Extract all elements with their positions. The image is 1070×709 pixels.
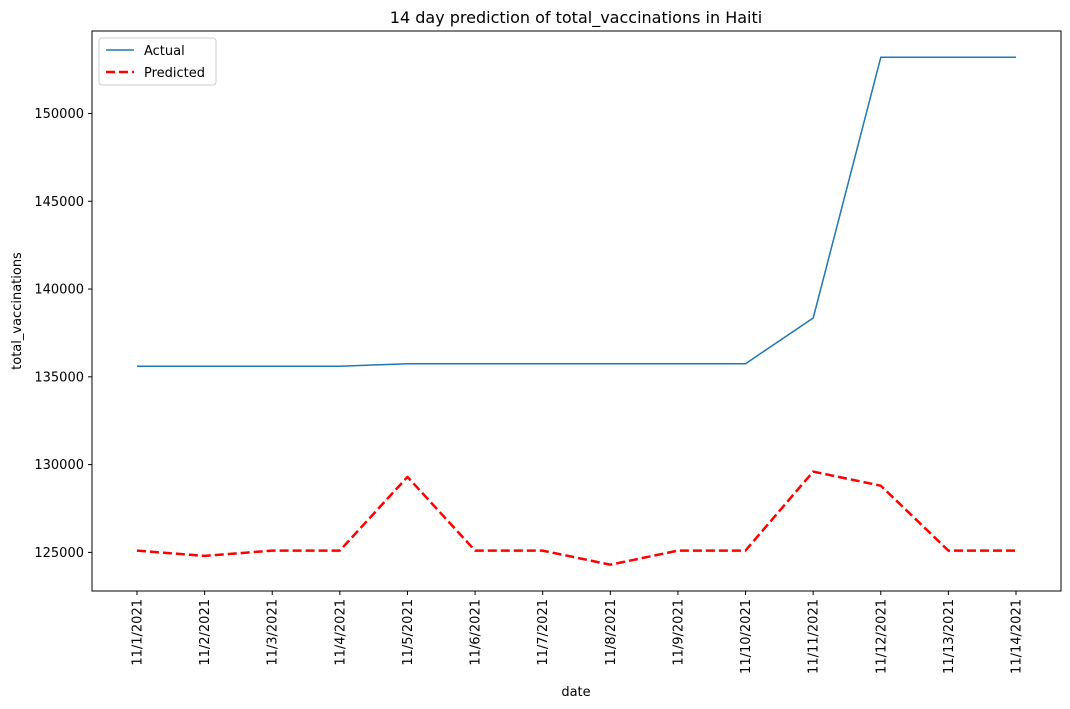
y-tick-label: 150000 (34, 107, 84, 122)
plot-frame (91, 30, 1062, 592)
x-tick-label: 11/13/2021 (942, 599, 957, 674)
legend-label-predicted: Predicted (144, 66, 205, 81)
legend: Actual Predicted (98, 37, 217, 86)
chart-title: 14 day prediction of total_vaccinations … (390, 8, 762, 28)
series-line-actual (137, 56, 1016, 368)
x-tick-label: 11/5/2021 (401, 599, 416, 666)
y-tick-label: 145000 (34, 195, 84, 210)
series-layer (136, 56, 1017, 566)
plot-area: 125000 130000 135000 140000 145000 150000 11/… (34, 30, 1062, 674)
y-tick-label: 140000 (34, 283, 84, 298)
x-tick-label: 11/2/2021 (198, 599, 213, 666)
x-axis-label: date (561, 685, 590, 700)
x-tick-label: 11/10/2021 (739, 599, 754, 674)
y-tick-label: 130000 (34, 458, 84, 473)
x-tick-label: 11/9/2021 (671, 599, 686, 666)
y-tick-label: 125000 (34, 546, 84, 561)
x-axis: 11/1/2021 11/2/2021 11/3/2021 11/4/2021 11/5… (131, 591, 1025, 674)
x-tick-label: 11/6/2021 (469, 599, 484, 666)
x-tick-label: 11/3/2021 (266, 599, 281, 666)
y-tick-label: 135000 (34, 370, 84, 385)
x-tick-label: 11/11/2021 (807, 599, 822, 674)
x-tick-label: 11/12/2021 (874, 599, 889, 674)
x-tick-label: 11/7/2021 (536, 599, 551, 666)
legend-label-actual: Actual (144, 44, 185, 59)
x-tick-label: 11/8/2021 (604, 599, 619, 666)
x-tick-label: 11/1/2021 (131, 599, 146, 666)
y-axis: 125000 130000 135000 140000 145000 150000 (34, 107, 92, 561)
y-axis-label: total_vaccinations (10, 252, 25, 370)
series-line-predicted (136, 470, 1016, 566)
x-tick-label: 11/14/2021 (1010, 599, 1025, 674)
x-tick-label: 11/4/2021 (333, 599, 348, 666)
